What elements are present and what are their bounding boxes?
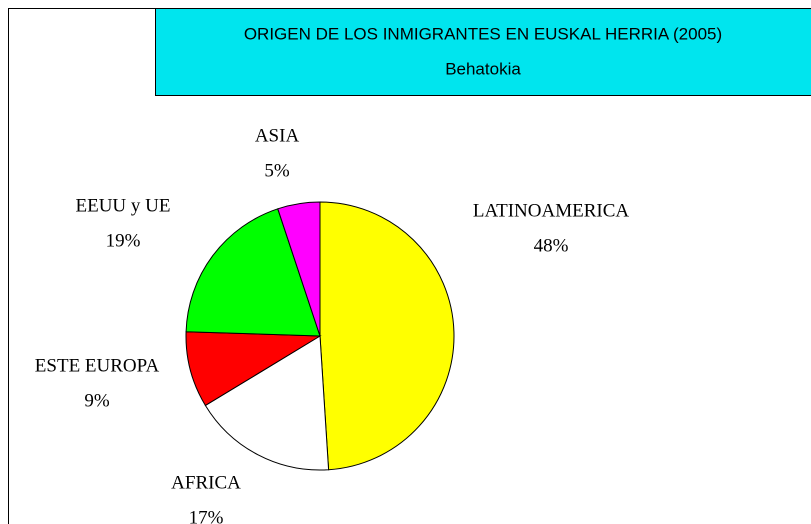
chart-subtitle: Behatokia <box>445 59 521 78</box>
pie-slice <box>319 201 455 471</box>
chart-border <box>8 8 155 524</box>
slice-value-label: 19% <box>106 230 141 251</box>
pie-slice <box>277 201 321 337</box>
slice-value-label: 5% <box>264 160 290 181</box>
chart-title: ORIGEN DE LOS INMIGRANTES EN EUSKAL HERR… <box>244 24 722 43</box>
pie-slice <box>204 335 330 471</box>
slice-label: LATINOAMERICA <box>473 200 629 221</box>
slice-label: ESTE EUROPA <box>35 355 160 376</box>
slice-value-label: 9% <box>84 390 110 411</box>
title-box <box>155 8 811 96</box>
slice-label: ASIA <box>255 125 300 146</box>
slice-value-label: 17% <box>189 507 224 524</box>
slice-value-label: 48% <box>534 235 569 256</box>
pie-slice <box>185 208 321 337</box>
slice-label: EEUU y UE <box>76 195 171 216</box>
pie-slice <box>185 331 322 407</box>
slice-label: AFRICA <box>171 472 241 493</box>
